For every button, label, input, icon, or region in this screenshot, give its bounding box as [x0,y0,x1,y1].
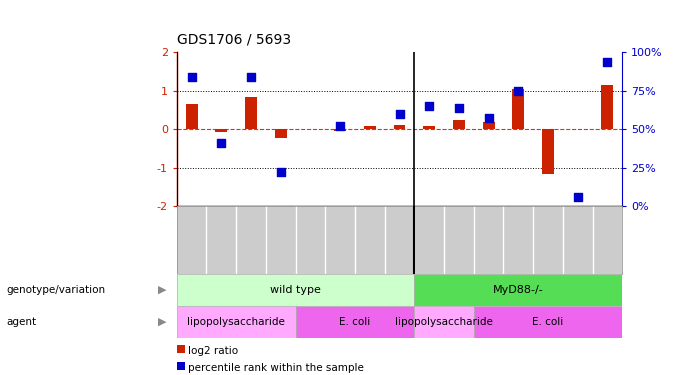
Bar [601,85,613,129]
Point [335,123,345,129]
Point [454,105,464,111]
Bar [394,125,405,129]
Text: lipopolysaccharide: lipopolysaccharide [187,316,285,327]
Point [394,111,405,117]
Text: agent: agent [7,316,37,327]
Bar [483,122,494,129]
Point [424,103,435,109]
Text: E. coli: E. coli [532,316,564,327]
Point [483,115,494,121]
Bar [177,274,414,306]
Bar [275,129,287,138]
Text: ▶: ▶ [158,285,167,295]
Text: MyD88-/-: MyD88-/- [493,285,543,295]
Bar [364,126,376,129]
Point [245,75,256,81]
Bar [542,129,554,174]
Point [573,194,583,200]
Bar [334,129,346,131]
Bar [216,129,227,132]
Bar [245,97,257,129]
Bar [186,104,198,129]
Point [602,59,613,65]
Bar [474,306,622,338]
Bar [453,120,465,129]
Text: GDS1706 / 5693: GDS1706 / 5693 [177,32,291,46]
Text: log2 ratio: log2 ratio [188,346,239,356]
Bar [423,126,435,129]
Text: lipopolysaccharide: lipopolysaccharide [395,316,493,327]
Point [513,88,524,94]
Text: genotype/variation: genotype/variation [7,285,106,295]
Bar [414,306,474,338]
Point [275,169,286,175]
Text: E. coli: E. coli [339,316,371,327]
Point [186,75,197,81]
Text: ▶: ▶ [158,316,167,327]
Bar [296,306,414,338]
Point [216,140,227,146]
Bar [414,274,622,306]
Bar [177,306,296,338]
Text: wild type: wild type [270,285,321,295]
Text: percentile rank within the sample: percentile rank within the sample [188,363,364,373]
Bar [512,89,524,129]
